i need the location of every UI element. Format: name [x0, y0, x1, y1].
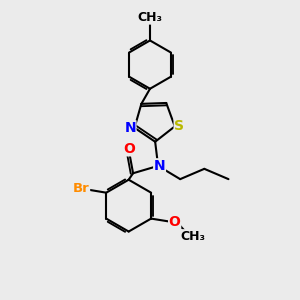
Text: S: S [174, 119, 184, 134]
Text: N: N [154, 159, 165, 173]
Text: CH₃: CH₃ [137, 11, 163, 24]
Text: N: N [124, 121, 136, 135]
Text: CH₃: CH₃ [180, 230, 206, 243]
Text: O: O [169, 214, 181, 229]
Text: Br: Br [73, 182, 90, 195]
Text: O: O [124, 142, 136, 156]
